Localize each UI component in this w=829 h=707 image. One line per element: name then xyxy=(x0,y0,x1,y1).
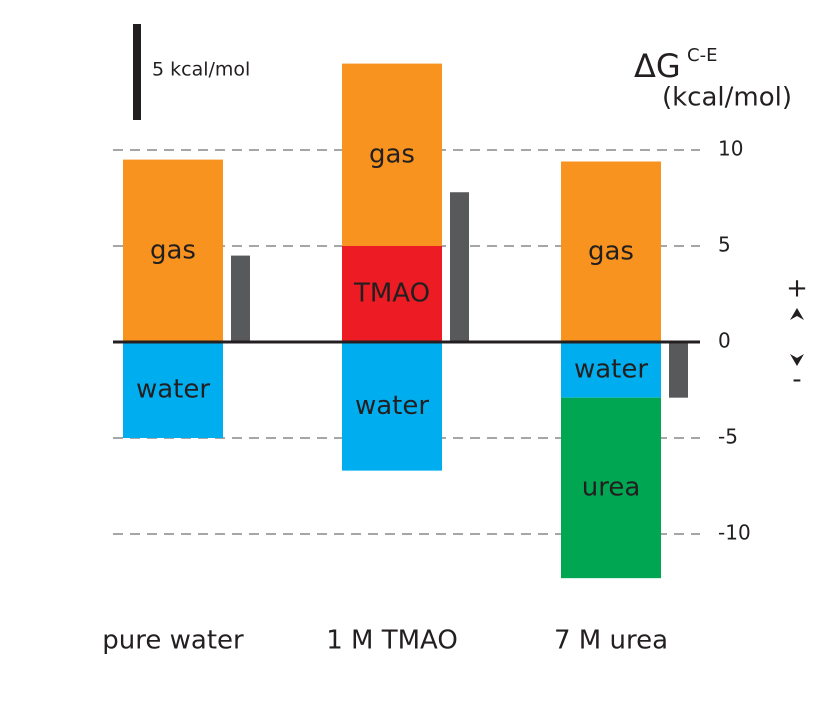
net-bar xyxy=(450,192,469,342)
y-axis-unit: (kcal/mol) xyxy=(662,83,792,113)
y-tick-label: 0 xyxy=(718,329,731,353)
direction-minus: - xyxy=(792,365,801,395)
y-tick-label: 10 xyxy=(718,137,743,161)
direction-plus: + xyxy=(786,274,808,304)
bar-segment xyxy=(123,159,223,342)
bar-segment xyxy=(561,342,661,398)
x-tick-label: 1 M TMAO xyxy=(326,626,458,656)
y-axis-label-superscript: C-E xyxy=(687,45,717,66)
bar-segment xyxy=(561,161,661,342)
segment-label: water xyxy=(355,391,429,421)
scale-bar-label: 5 kcal/mol xyxy=(152,59,250,81)
bar-segment xyxy=(342,63,442,246)
segment-label: gas xyxy=(150,235,196,265)
x-tick-label: pure water xyxy=(102,626,244,656)
y-tick-label: 5 xyxy=(718,233,731,257)
y-tick-label: -5 xyxy=(718,425,738,449)
segment-label: water xyxy=(136,375,210,405)
y-tick-label: -10 xyxy=(718,521,751,545)
net-bar xyxy=(669,342,688,398)
arrow-up xyxy=(790,308,804,320)
scale-bar xyxy=(133,24,141,120)
segment-label: water xyxy=(574,354,648,384)
bar-segment xyxy=(123,342,223,438)
arrow-down xyxy=(790,354,804,366)
y-axis-label: ΔG xyxy=(634,47,681,85)
x-tick-label: 7 M urea xyxy=(554,626,668,656)
bar-segment xyxy=(342,246,442,342)
segment-label: gas xyxy=(588,236,634,266)
segment-label: gas xyxy=(369,139,415,169)
net-bar xyxy=(231,255,250,342)
bar-segment xyxy=(342,342,442,471)
bar-segment xyxy=(561,397,661,579)
segment-label: TMAO xyxy=(353,279,430,309)
segment-label: urea xyxy=(582,472,641,502)
